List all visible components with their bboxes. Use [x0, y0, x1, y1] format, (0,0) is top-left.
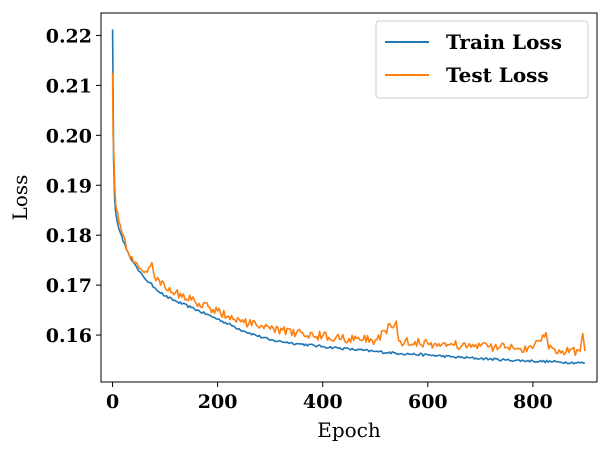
x-axis: 0 200 400 600 800: [106, 382, 553, 413]
y-axis: 0.16 0.17 0.18 0.19 0.20 0.21 0.22: [46, 25, 101, 347]
legend-box: [375, 20, 589, 99]
legend: Train Loss Test Loss: [375, 20, 589, 99]
series-line-train-loss: [111, 29, 585, 365]
y-tick-label: 0.20: [46, 125, 92, 147]
series-layer: [111, 29, 586, 365]
x-tick-label: 400: [303, 391, 343, 413]
y-tick-label: 0.17: [46, 275, 92, 297]
x-tick-label: 600: [408, 391, 448, 413]
plot-frame: [100, 12, 598, 383]
legend-label: Train Loss: [446, 30, 562, 54]
series-line-test-loss: [111, 72, 586, 357]
y-tick-label: 0.16: [46, 325, 92, 347]
x-tick-label: 200: [198, 391, 238, 413]
x-axis-title: Epoch: [317, 418, 381, 442]
y-tick-label: 0.19: [46, 175, 92, 197]
y-axis-title: Loss: [8, 175, 32, 221]
x-tick-label: 0: [106, 391, 119, 413]
legend-label: Test Loss: [446, 63, 549, 87]
y-tick-label: 0.21: [46, 75, 92, 97]
y-tick-label: 0.18: [46, 225, 92, 247]
x-tick-label: 800: [513, 391, 553, 413]
y-tick-label: 0.22: [46, 25, 92, 47]
